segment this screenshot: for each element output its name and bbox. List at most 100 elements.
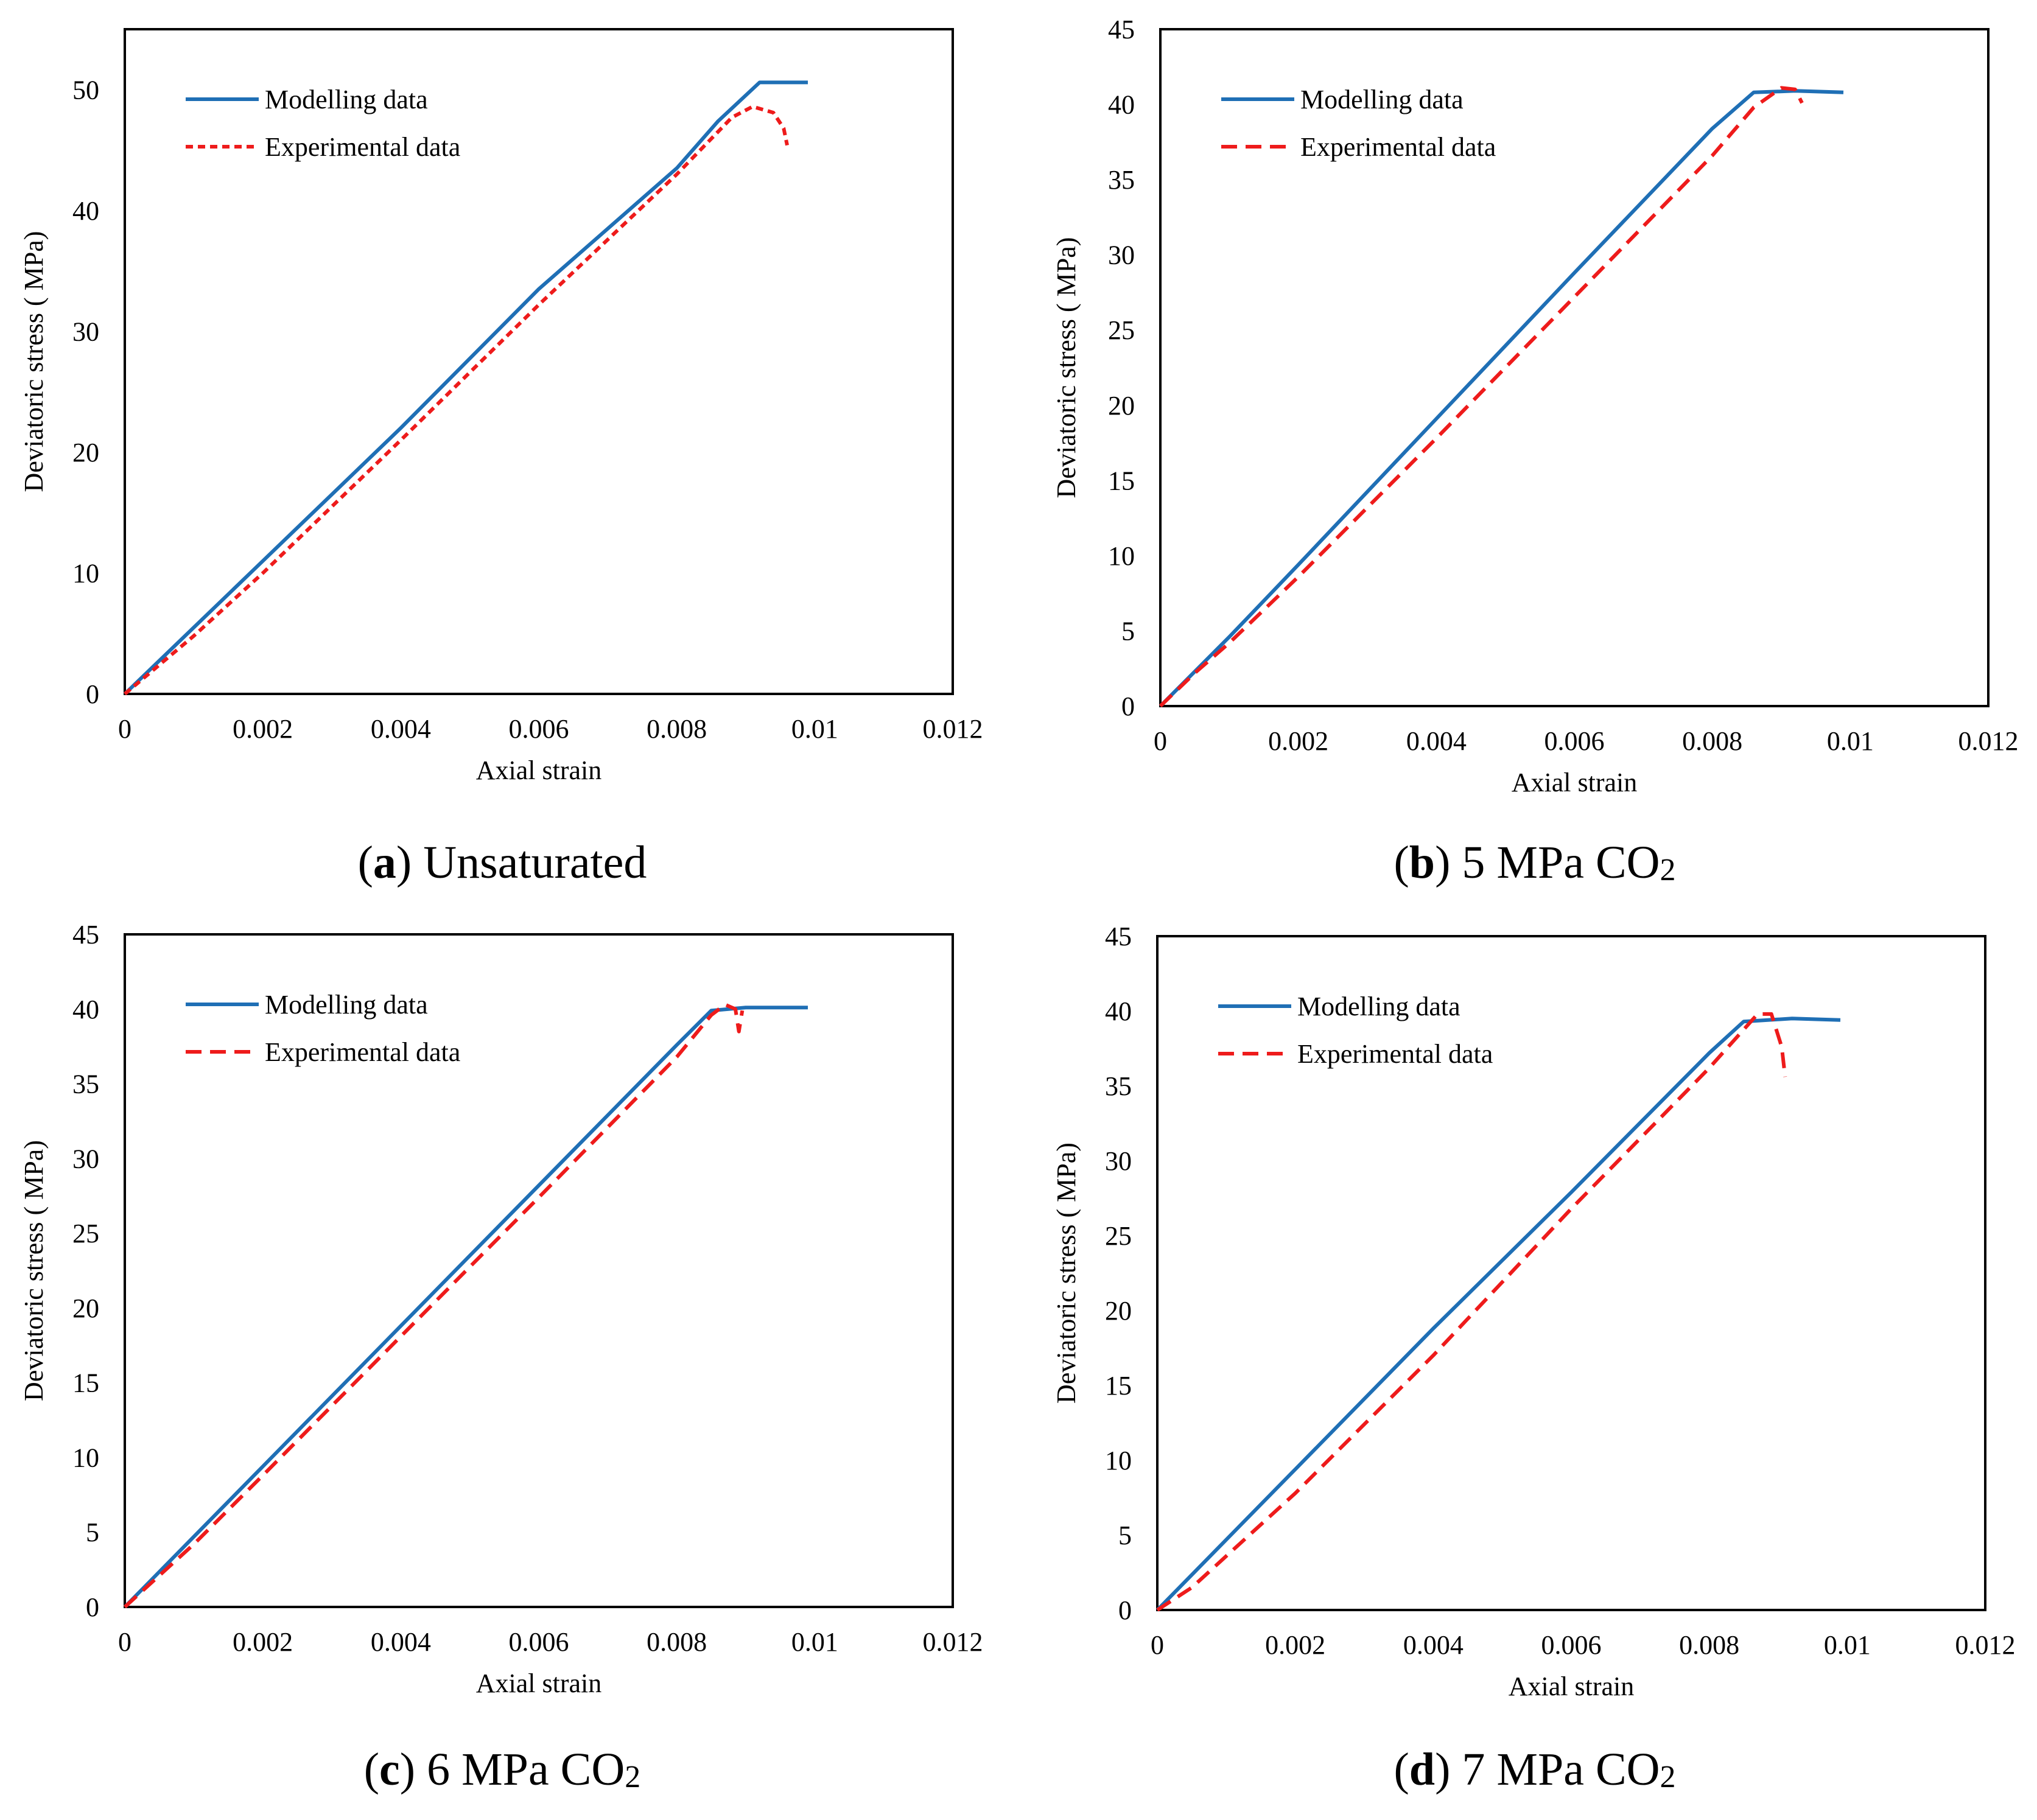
y-tick-label: 5 <box>1118 1521 1132 1550</box>
y-axis-title: Deviatoric stress ( MPa) <box>19 231 49 492</box>
x-tick-label: 0.012 <box>923 1627 983 1657</box>
y-tick-label: 15 <box>72 1368 99 1398</box>
x-tick-label: 0.004 <box>371 714 431 744</box>
x-axis-title: Axial strain <box>476 1668 602 1698</box>
plot-frame <box>1159 28 1990 707</box>
x-axis-title: Axial strain <box>1512 768 1638 797</box>
caption-d: (d) 7 MPa CO2 <box>1394 1744 1676 1795</box>
legend-label-modelling: Modelling data <box>1300 85 1464 114</box>
x-tick-label: 0.006 <box>1541 1630 1602 1660</box>
caption-b: (b) 5 MPa CO2 <box>1394 837 1676 888</box>
modelling-data-line <box>123 80 808 696</box>
y-axis-title: Deviatoric stress ( MPa) <box>1051 237 1081 499</box>
x-tick-label: 0 <box>118 714 131 744</box>
x-tick-label: 0.01 <box>1827 726 1874 756</box>
x-tick-label: 0.008 <box>1682 726 1742 756</box>
legend-label-experimental: Experimental data <box>265 132 460 162</box>
modelling-data-line <box>1159 89 1844 708</box>
y-tick-label: 30 <box>72 1144 99 1174</box>
x-tick-label: 0.008 <box>647 1627 707 1657</box>
y-tick-label: 25 <box>1105 1221 1132 1251</box>
y-tick-label: 10 <box>72 1443 99 1472</box>
y-tick-label: 45 <box>1105 922 1132 951</box>
legend-label-experimental: Experimental data <box>1300 132 1496 162</box>
y-axis-title: Deviatoric stress ( MPa) <box>19 1140 49 1401</box>
modelling-data-line <box>123 1006 808 1609</box>
x-tick-label: 0.002 <box>233 1627 293 1657</box>
chart-c: 0 5 10 15 20 25 30 35 40 45 0 0.002 0.004 0.006 0.008 0… <box>19 920 983 1698</box>
y-tick-label: 35 <box>72 1069 99 1099</box>
x-tick-label: 0.004 <box>371 1627 431 1657</box>
x-tick-label: 0 <box>118 1627 131 1657</box>
x-tick-label: 0.006 <box>509 714 569 744</box>
plot-frame <box>1156 935 1986 1611</box>
y-tick-label: 30 <box>1105 1146 1132 1176</box>
chart-b: 0 5 10 15 20 25 30 35 40 45 0 0.002 0.004 0.006 0.008 0… <box>1051 15 2019 797</box>
x-tick-label: 0.006 <box>509 1627 569 1657</box>
y-tick-label: 45 <box>72 920 99 950</box>
chart-panel-c: 0 5 10 15 20 25 30 35 40 45 0 0.002 0.004 0.006 0.008 0… <box>0 913 1004 1814</box>
y-tick-label: 45 <box>1108 15 1135 44</box>
y-tick-label: 0 <box>86 679 99 709</box>
y-tick-label: 40 <box>72 196 99 226</box>
chart-panel-a: 0 10 20 30 40 50 0 0.002 0.004 0.006 0.008 0.01 0.01… <box>0 0 1004 901</box>
x-tick-label: 0.012 <box>1955 1630 2016 1660</box>
x-axis-title: Axial strain <box>476 755 602 785</box>
chart-a: 0 10 20 30 40 50 0 0.002 0.004 0.006 0.008 0.01 0.01… <box>19 28 983 785</box>
chart-panel-b: 0 5 10 15 20 25 30 35 40 45 0 0.002 0.004 0.006 0.008 0… <box>1033 0 2037 901</box>
y-tick-label: 0 <box>86 1592 99 1622</box>
x-tick-label: 0.004 <box>1406 726 1467 756</box>
y-tick-label: 5 <box>86 1517 99 1547</box>
y-tick-label: 10 <box>1108 541 1135 571</box>
legend-label-experimental: Experimental data <box>1297 1039 1493 1069</box>
y-tick-label: 5 <box>1121 616 1135 646</box>
plot-frame <box>124 933 954 1608</box>
x-tick-label: 0.01 <box>1824 1630 1871 1660</box>
x-tick-label: 0.002 <box>233 714 293 744</box>
experimental-data-line <box>123 1003 745 1609</box>
y-tick-label: 10 <box>1105 1446 1132 1475</box>
caption-c: (c) 6 MPa CO2 <box>363 1744 641 1795</box>
y-tick-label: 20 <box>1105 1296 1132 1326</box>
x-tick-label: 0.002 <box>1268 726 1328 756</box>
x-axis-title: Axial strain <box>1509 1671 1635 1701</box>
y-tick-label: 40 <box>1108 90 1135 120</box>
legend-label-experimental: Experimental data <box>265 1037 460 1067</box>
x-tick-label: 0 <box>1151 1630 1164 1660</box>
y-tick-label: 0 <box>1118 1595 1132 1625</box>
x-tick-label: 0.012 <box>923 714 983 744</box>
y-tick-label: 20 <box>72 1293 99 1323</box>
x-tick-label: 0 <box>1154 726 1167 756</box>
chart-d: 0 5 10 15 20 25 30 35 40 45 0 0.002 0.004 0.006 0.008 0… <box>1051 922 2016 1701</box>
y-tick-label: 20 <box>72 438 99 467</box>
y-tick-label: 35 <box>1108 165 1135 195</box>
y-tick-label: 30 <box>1108 240 1135 270</box>
x-tick-label: 0.008 <box>1679 1630 1739 1660</box>
y-tick-label: 30 <box>72 317 99 346</box>
x-tick-label: 0.004 <box>1403 1630 1464 1660</box>
legend-label-modelling: Modelling data <box>265 85 428 114</box>
y-tick-label: 40 <box>72 995 99 1024</box>
legend-label-modelling: Modelling data <box>1297 992 1460 1021</box>
experimental-data-line <box>1159 86 1804 708</box>
y-tick-label: 40 <box>1105 996 1132 1026</box>
x-tick-label: 0.012 <box>1958 726 2019 756</box>
chart-panel-d: 0 5 10 15 20 25 30 35 40 45 0 0.002 0.004 0.006 0.008 0… <box>1033 913 2037 1814</box>
y-tick-label: 25 <box>72 1219 99 1248</box>
x-tick-label: 0.01 <box>791 1627 838 1657</box>
caption-a: (a) Unsaturated <box>357 837 647 888</box>
y-tick-label: 15 <box>1108 466 1135 495</box>
y-tick-label: 10 <box>72 558 99 588</box>
x-tick-label: 0.002 <box>1265 1630 1325 1660</box>
x-tick-label: 0.006 <box>1544 726 1605 756</box>
y-tick-label: 35 <box>1105 1071 1132 1101</box>
modelling-data-line <box>1155 1017 1841 1612</box>
y-tick-label: 0 <box>1121 691 1135 721</box>
legend-label-modelling: Modelling data <box>265 990 428 1020</box>
x-tick-label: 0.01 <box>791 714 838 744</box>
x-tick-label: 0.008 <box>647 714 707 744</box>
y-tick-label: 25 <box>1108 315 1135 345</box>
plot-frame <box>124 28 954 695</box>
y-tick-label: 50 <box>72 75 99 105</box>
experimental-data-line <box>124 105 789 696</box>
